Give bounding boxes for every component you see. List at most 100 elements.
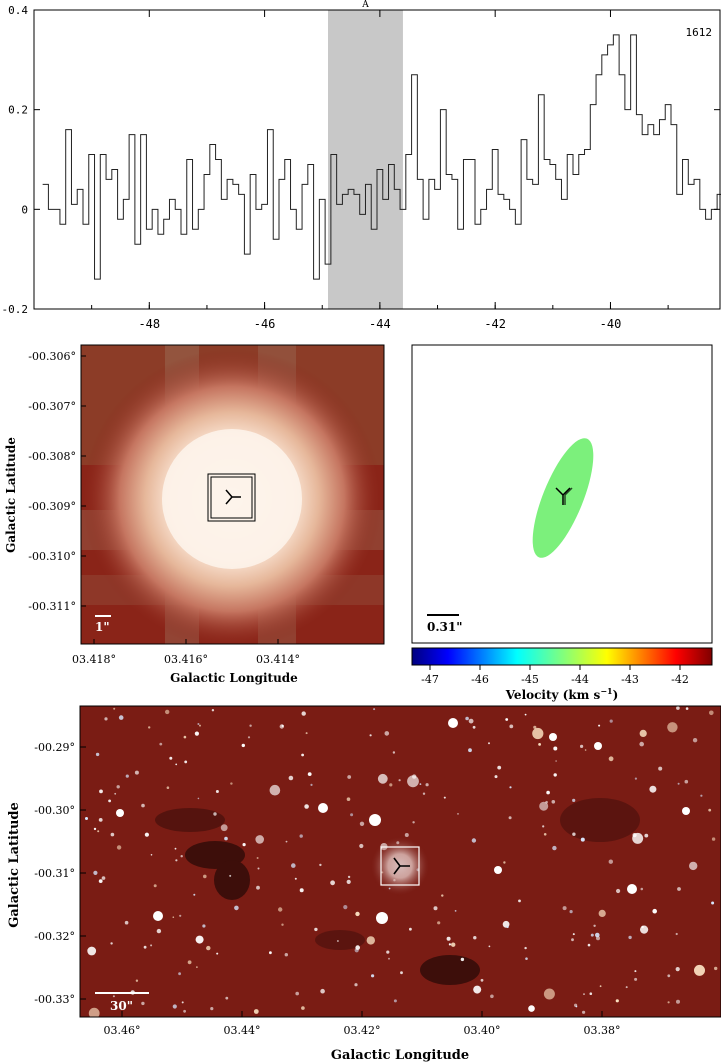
star — [319, 863, 322, 867]
star — [472, 725, 476, 729]
star — [229, 874, 232, 877]
star — [281, 923, 284, 926]
star — [347, 775, 352, 779]
colorbar-ticks: -47 -46 -45 -44 -43 -42 — [421, 665, 689, 686]
star — [506, 925, 509, 929]
star — [494, 775, 498, 779]
star — [359, 821, 365, 826]
star — [199, 724, 201, 727]
wide-lat-ticks: -00.29° -00.30° -00.31° -00.32° -00.33° — [34, 741, 86, 1006]
cutout-panel: 1" -00.306°-00.307°-00.308°-00.309°-00.3… — [4, 344, 385, 685]
star — [215, 790, 219, 793]
star — [538, 743, 541, 746]
star — [675, 967, 680, 972]
wide-lon-tick-label: 03.46° — [104, 1024, 141, 1037]
star — [422, 792, 426, 795]
star — [632, 832, 644, 844]
star — [569, 910, 573, 914]
bright-star — [116, 809, 124, 817]
star — [355, 945, 361, 950]
star — [583, 993, 585, 995]
star — [135, 979, 139, 982]
star — [446, 936, 451, 941]
star — [310, 783, 313, 786]
star — [269, 784, 281, 796]
star — [172, 916, 175, 918]
star — [685, 707, 689, 710]
star — [174, 847, 177, 850]
star — [389, 783, 393, 787]
cutout-lat-ticks: -00.306° -00.307° -00.308° -00.309° -00.310°… — [28, 350, 86, 613]
star — [641, 925, 644, 929]
star — [580, 744, 584, 748]
star — [384, 731, 390, 736]
star — [454, 910, 457, 912]
bright-star — [448, 718, 458, 728]
star — [700, 794, 703, 797]
star — [172, 1004, 177, 1009]
spectrum-y-tick-label: 0.4 — [8, 4, 28, 17]
star — [572, 933, 575, 936]
star — [220, 824, 228, 832]
spectrum-x-tick-label: -40 — [600, 317, 622, 331]
star — [187, 960, 192, 965]
cutout-lat-tick-label: -00.311° — [28, 600, 76, 613]
star — [628, 935, 632, 940]
star — [393, 999, 397, 1003]
dark-lanes — [155, 798, 640, 985]
cutout-lon-tick-label: 03.414° — [256, 653, 300, 666]
velocity-scale-label: 0.31" — [427, 620, 462, 634]
bright-star — [494, 866, 502, 874]
star — [675, 932, 678, 936]
colorbar-tick-label: -47 — [421, 673, 439, 686]
star — [677, 887, 681, 891]
bright-star — [682, 807, 690, 815]
star — [108, 799, 111, 803]
spectrum-y-tick-label: 0 — [21, 203, 28, 216]
star — [488, 945, 491, 948]
star — [234, 905, 239, 911]
star — [714, 966, 718, 971]
spectrum-y-tick-label: 0.2 — [8, 104, 28, 117]
star — [175, 859, 178, 862]
star — [110, 942, 113, 945]
star — [488, 742, 490, 745]
star — [457, 813, 459, 815]
star — [545, 800, 548, 804]
star — [598, 909, 606, 917]
star — [194, 731, 199, 736]
star — [294, 877, 297, 880]
star — [473, 936, 477, 940]
star — [255, 835, 264, 844]
star — [124, 920, 129, 925]
star — [711, 901, 715, 905]
star — [330, 880, 335, 886]
star — [634, 777, 638, 780]
star — [708, 808, 712, 812]
bright-star — [549, 733, 557, 741]
star — [584, 749, 587, 751]
star — [195, 935, 204, 944]
star — [97, 830, 100, 833]
star — [587, 943, 591, 947]
star — [532, 727, 544, 740]
star — [407, 775, 419, 788]
star — [596, 936, 600, 941]
star — [203, 874, 207, 879]
star — [582, 1010, 586, 1014]
star — [369, 734, 372, 737]
star — [460, 957, 465, 962]
velocity-marker-icon — [555, 487, 573, 505]
star — [211, 709, 215, 712]
velocity-band — [328, 10, 403, 309]
star — [165, 709, 170, 715]
star — [291, 863, 296, 868]
star — [179, 914, 182, 917]
star — [150, 944, 153, 947]
star — [503, 861, 506, 864]
colorbar-tick-label: -45 — [521, 673, 539, 686]
star — [249, 724, 252, 727]
star — [343, 905, 348, 910]
star — [468, 718, 474, 724]
cutout-lat-tick-label: -00.308° — [28, 450, 76, 463]
